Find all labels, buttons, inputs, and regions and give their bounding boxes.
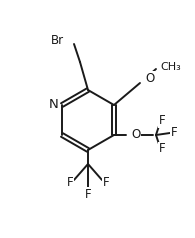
Text: F: F <box>67 175 73 188</box>
Text: N: N <box>48 99 58 111</box>
Text: F: F <box>85 188 91 200</box>
Text: F: F <box>159 114 165 128</box>
Text: O: O <box>131 129 140 142</box>
Text: F: F <box>159 143 165 155</box>
Text: Br: Br <box>51 34 64 46</box>
Text: F: F <box>103 175 109 188</box>
Text: CH₃: CH₃ <box>160 62 181 72</box>
Text: F: F <box>171 127 177 139</box>
Text: O: O <box>145 71 154 84</box>
